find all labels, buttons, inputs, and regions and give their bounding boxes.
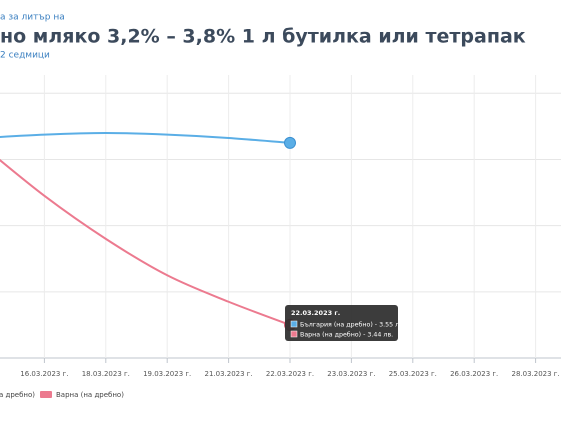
- x-tick-label: 16.03.2023 г.: [20, 370, 68, 378]
- x-tick-label: 19.03.2023 г.: [143, 370, 191, 378]
- chart-kicker: а за литър на: [0, 13, 65, 23]
- series-line: [0, 158, 291, 326]
- x-tick-label: 28.03.2023 г.: [511, 370, 559, 378]
- tooltip-line: Варна (на дребно) - 3.44 лв.: [300, 331, 393, 339]
- tooltip-title: 22.03.2023 г.: [291, 309, 340, 317]
- series-line: [0, 131, 291, 144]
- chart-subtitle: 2 седмици: [0, 51, 50, 61]
- x-tick-label: 23.03.2023 г.: [327, 370, 375, 378]
- legend-label: България (на дребно): [0, 391, 35, 399]
- x-tick-label: 25.03.2023 г.: [389, 370, 437, 378]
- legend-label: Варна (на дребно): [56, 391, 124, 399]
- tooltip-swatch: [290, 330, 298, 338]
- x-tick-label: 21.03.2023 г.: [204, 370, 252, 378]
- x-tick-label: 26.03.2023 г.: [450, 370, 498, 378]
- tooltip-box: [285, 305, 398, 341]
- legend-swatch: [40, 391, 52, 398]
- chart-title: но мляко 3,2% – 3,8% 1 л бутилка или тет…: [0, 26, 526, 48]
- tooltip-swatch: [290, 320, 298, 328]
- x-tick-label: 22.03.2023 г.: [266, 370, 314, 378]
- tooltip-line: България (на дребно) - 3.55 лв.: [300, 321, 405, 329]
- end-marker: [284, 136, 296, 149]
- tooltip: 22.03.2023 г. България (на дребно) - 3.55…: [285, 305, 405, 341]
- x-tick-label: 18.03.2023 г.: [82, 370, 130, 378]
